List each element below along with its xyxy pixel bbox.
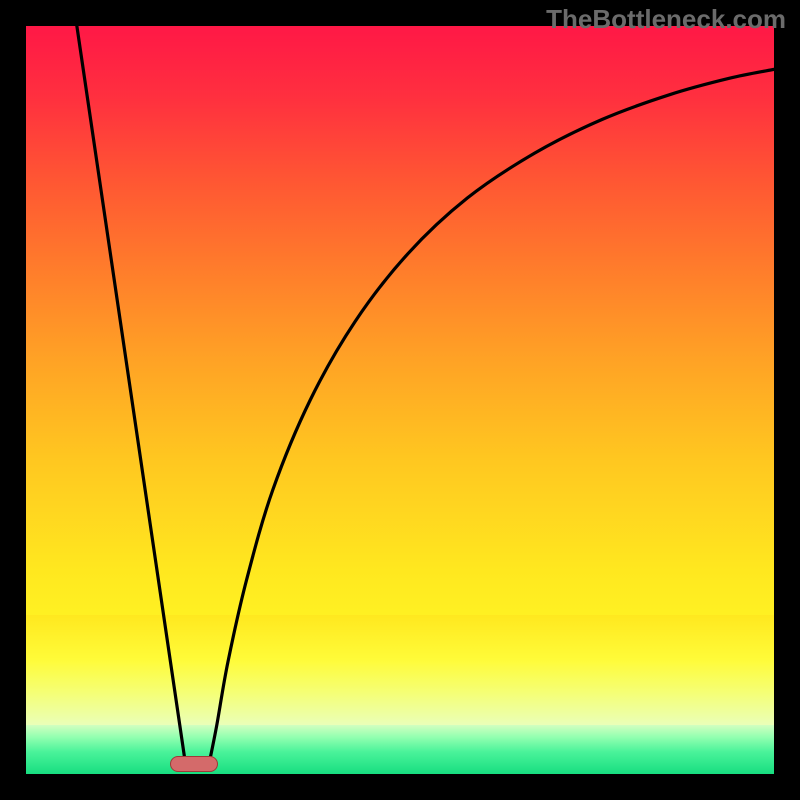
plot-area [26, 26, 774, 774]
watermark: TheBottleneck.com [546, 4, 786, 35]
curves-svg [26, 26, 774, 774]
chart-container: TheBottleneck.com [0, 0, 800, 800]
bottleneck-marker [170, 756, 218, 772]
